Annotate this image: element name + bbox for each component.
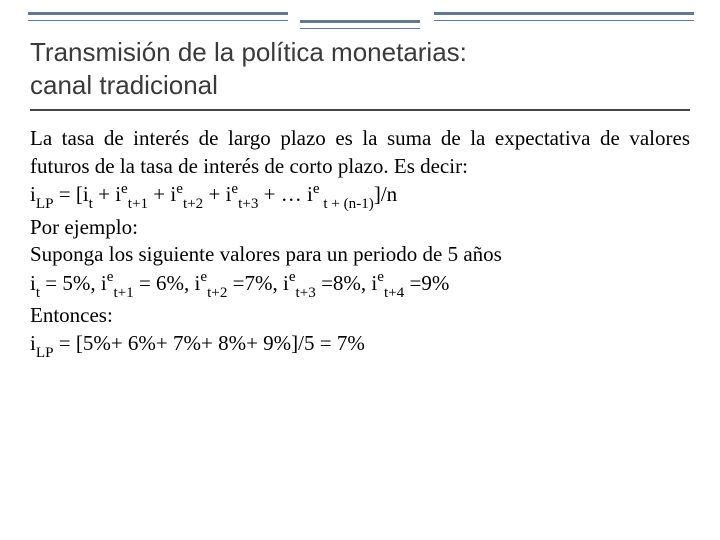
body-text: La tasa de interés de largo plazo es la … — [30, 125, 690, 362]
title-line-1: Transmisión de la política monetarias: — [30, 36, 690, 69]
suponga: Suponga los siguiente valores para un pe… — [30, 241, 690, 269]
por-ejemplo: Por ejemplo: — [30, 214, 690, 242]
entonces: Entonces: — [30, 302, 690, 330]
slide-title: Transmisión de la política monetarias: c… — [30, 36, 690, 105]
top-decoration — [0, 0, 720, 36]
paragraph-1: La tasa de interés de largo plazo es la … — [30, 125, 690, 180]
title-underline — [30, 109, 690, 111]
values-line: it = 5%, iet+1 = 6%, iet+2 =7%, iet+3 =8… — [30, 269, 690, 302]
result-line: iLP = [5%+ 6%+ 7%+ 8%+ 9%]/5 = 7% — [30, 330, 690, 362]
title-line-2: canal tradicional — [30, 69, 690, 102]
slide-content: Transmisión de la política monetarias: c… — [0, 36, 720, 362]
formula-line: iLP = [it + iet+1 + iet+2 + iet+3 + … ie… — [30, 180, 690, 213]
